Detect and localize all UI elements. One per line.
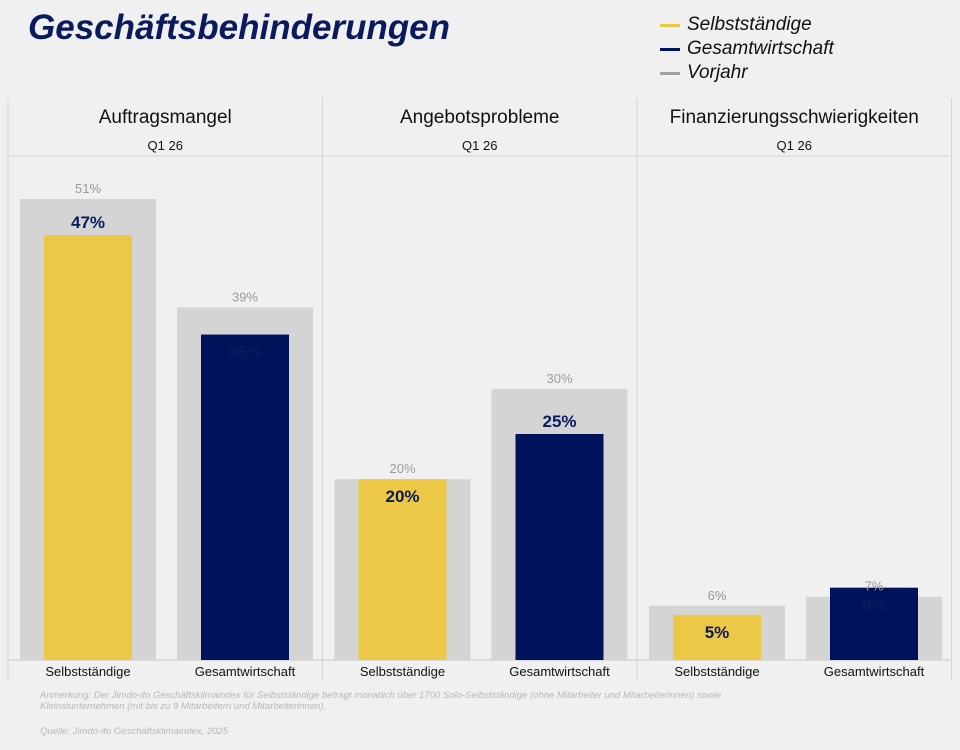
- value-label: 36%: [228, 343, 262, 362]
- category-label: Selbstständige: [360, 664, 445, 679]
- current-bar: [673, 614, 761, 660]
- panel-title: Auftragsmangel: [99, 107, 232, 128]
- value-label: 5%: [705, 623, 730, 642]
- legend-item-selbststaendige: Selbstständige: [660, 13, 834, 37]
- source-note: Quelle: Jimdo-ifo Geschäftsklimaindex, 2…: [40, 726, 228, 737]
- category-label: Gesamtwirtschaft: [509, 664, 610, 679]
- current-bar: [830, 587, 918, 660]
- current-bar: [358, 479, 447, 660]
- footnote: Anmerkung: Der Jimdo-ifo Geschäftsklimai…: [40, 690, 722, 712]
- previous-value-label: 51%: [75, 181, 101, 196]
- previous-value-label: 39%: [232, 289, 258, 304]
- panel-title: Finanzierungsschwierigkeiten: [670, 107, 919, 128]
- panel-period: Q1 26: [148, 138, 183, 153]
- value-label: 25%: [542, 412, 576, 431]
- legend-item-vorjahr: Vorjahr: [660, 61, 834, 85]
- current-bar: [44, 235, 132, 660]
- legend: Selbstständige Gesamtwirtschaft Vorjahr: [660, 13, 834, 85]
- legend-item-gesamtwirtschaft: Gesamtwirtschaft: [660, 37, 834, 61]
- chart-title: Geschäftsbehinderungen: [28, 8, 451, 47]
- panel-period: Q1 26: [462, 138, 497, 153]
- previous-value-label: 7%: [865, 579, 884, 594]
- value-label: 20%: [385, 487, 419, 506]
- category-label: Gesamtwirtschaft: [195, 664, 296, 679]
- value-label: 47%: [71, 213, 105, 232]
- value-label: 8%: [862, 596, 887, 615]
- current-bar: [515, 434, 604, 660]
- category-label: Gesamtwirtschaft: [824, 664, 925, 679]
- panel-period: Q1 26: [777, 138, 812, 153]
- previous-value-label: 20%: [389, 461, 415, 476]
- previous-value-label: 30%: [546, 371, 572, 386]
- previous-value-label: 6%: [708, 588, 727, 603]
- category-label: Selbstständige: [45, 664, 130, 679]
- panel-title: Angebotsprobleme: [400, 107, 560, 128]
- current-bar: [201, 334, 289, 660]
- category-label: Selbstständige: [674, 664, 759, 679]
